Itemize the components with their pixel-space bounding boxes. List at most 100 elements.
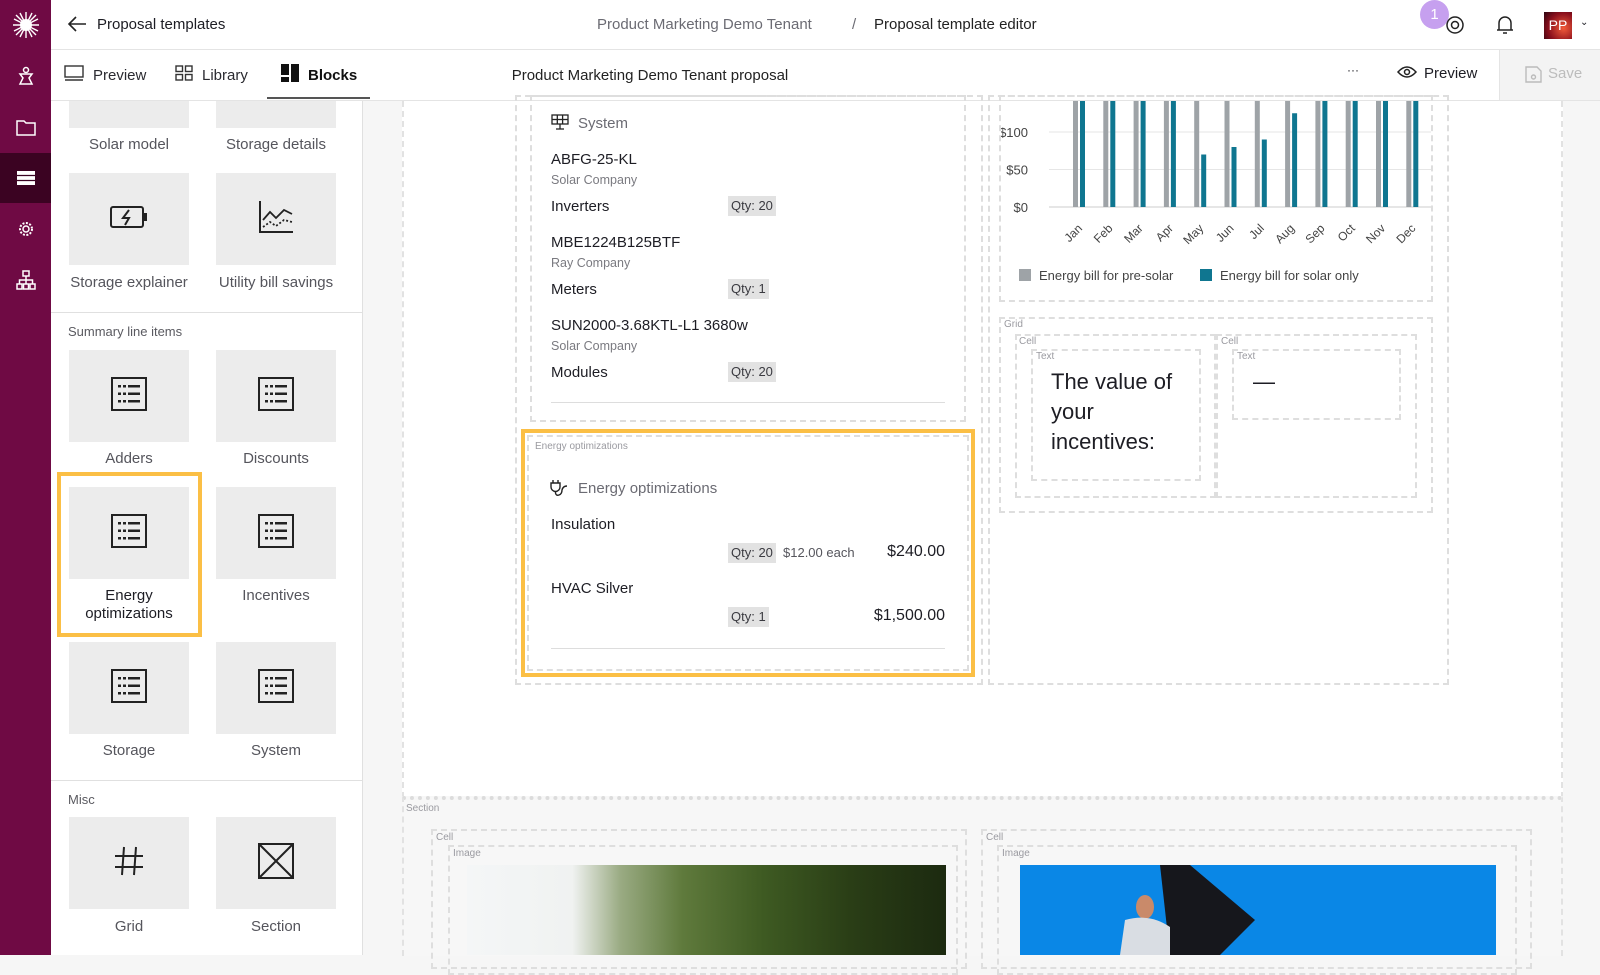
x-tick-label: Nov bbox=[1363, 221, 1388, 246]
system-block[interactable] bbox=[530, 95, 966, 422]
block-tile-energy-optimizations[interactable] bbox=[69, 487, 189, 579]
system-item-type: Modules bbox=[551, 364, 608, 381]
save-icon bbox=[1525, 66, 1542, 88]
battery-icon bbox=[110, 204, 148, 235]
breadcrumb-separator: / bbox=[852, 16, 857, 33]
solar-installer-image bbox=[1020, 865, 1496, 955]
bar-pre-solar-sep bbox=[1315, 101, 1321, 207]
block-tile-utility-bill-savings[interactable] bbox=[216, 173, 336, 265]
block-tile-storage[interactable] bbox=[69, 642, 189, 734]
qty-badge: Qty: 1 bbox=[728, 279, 769, 299]
bar-solar-only-may bbox=[1201, 154, 1207, 207]
image-label: Image bbox=[453, 848, 481, 859]
x-tick-label: Jan bbox=[1062, 221, 1086, 245]
y-tick-label: $100 bbox=[1001, 125, 1028, 140]
bar-pre-solar-jul bbox=[1254, 101, 1260, 207]
divider bbox=[551, 402, 945, 403]
line-item-name: Insulation bbox=[551, 516, 616, 533]
system-item-company: Solar Company bbox=[551, 339, 638, 353]
support-icon[interactable] bbox=[1445, 15, 1465, 40]
block-tile-incentives[interactable] bbox=[216, 487, 336, 579]
grid-cell[interactable] bbox=[1015, 334, 1216, 498]
tab-preview[interactable]: Preview bbox=[64, 50, 146, 100]
bar-solar-only-dec bbox=[1413, 101, 1419, 207]
energy-block-frame bbox=[527, 435, 969, 671]
bar-solar-only-oct bbox=[1352, 101, 1358, 207]
bar-solar-only-jun bbox=[1231, 147, 1237, 207]
block-tile-solar-model[interactable] bbox=[69, 101, 189, 128]
text-block[interactable] bbox=[1031, 349, 1201, 481]
incentives-value: — bbox=[1253, 369, 1275, 394]
energy-block-title: Energy optimizations bbox=[578, 480, 718, 497]
line-item-total: $1,500.00 bbox=[873, 607, 945, 624]
grid-label: Grid bbox=[1004, 319, 1023, 330]
x-tick-label: Sep bbox=[1303, 221, 1328, 246]
list-icon bbox=[258, 376, 294, 416]
cell-label: Cell bbox=[1221, 336, 1239, 347]
legend-label: Energy bill for solar only bbox=[1220, 268, 1359, 283]
monitor-icon bbox=[64, 65, 84, 85]
section-title-summary: Summary line items bbox=[68, 324, 183, 339]
tile-label: System bbox=[250, 742, 301, 759]
block-tile-system[interactable] bbox=[216, 642, 336, 734]
x-tick-label: Feb bbox=[1091, 221, 1116, 246]
block-tile-storage-explainer[interactable] bbox=[69, 173, 189, 265]
chevron-down-icon[interactable]: ⌄ bbox=[1580, 17, 1589, 28]
bar-pre-solar-may bbox=[1194, 101, 1200, 207]
org-chart-icon[interactable] bbox=[0, 255, 51, 305]
bar-pre-solar-jun bbox=[1224, 101, 1230, 207]
text-block[interactable] bbox=[1232, 349, 1401, 420]
back-arrow-icon[interactable] bbox=[67, 14, 87, 39]
block-tile-storage-details[interactable] bbox=[216, 101, 336, 128]
list-icon bbox=[111, 668, 147, 708]
block-tile-section[interactable] bbox=[216, 817, 336, 909]
tile-label: Utility bill savings bbox=[218, 274, 334, 291]
grid-cell[interactable] bbox=[1216, 334, 1417, 498]
block-tile-grid[interactable] bbox=[69, 817, 189, 909]
person-icon[interactable] bbox=[0, 51, 51, 101]
system-item-model: ABFG-25-KL bbox=[551, 151, 637, 168]
breadcrumb-tenant[interactable]: Product Marketing Demo Tenant bbox=[597, 16, 812, 33]
x-tick-label: Apr bbox=[1153, 221, 1176, 244]
bar-pre-solar-jan bbox=[1073, 101, 1078, 207]
folder-icon[interactable] bbox=[0, 102, 51, 152]
system-item-type: Inverters bbox=[551, 198, 610, 215]
x-tick-label: May bbox=[1180, 221, 1206, 247]
tile-label: Solar model bbox=[88, 136, 170, 153]
line-item-name: HVAC Silver bbox=[551, 580, 634, 597]
image-label: Image bbox=[1002, 848, 1030, 859]
chart-block[interactable] bbox=[999, 95, 1433, 302]
grid-block[interactable] bbox=[999, 317, 1433, 513]
tab-library[interactable]: Library bbox=[175, 50, 248, 100]
incentives-text: The value of your incentives: bbox=[1051, 369, 1173, 454]
x-tick-label: Oct bbox=[1335, 221, 1359, 245]
bar-solar-only-jan bbox=[1080, 101, 1085, 207]
section-title-misc: Misc bbox=[68, 792, 95, 807]
legend-swatch bbox=[1019, 269, 1031, 281]
logo[interactable] bbox=[0, 0, 51, 50]
save-label: Save bbox=[1548, 65, 1583, 82]
tab-label: Blocks bbox=[308, 66, 358, 84]
system-item-company: Ray Company bbox=[551, 256, 631, 270]
save-button[interactable]: Save bbox=[1499, 50, 1600, 100]
qty-badge: Qty: 20 bbox=[728, 543, 776, 563]
tab-blocks[interactable]: Blocks bbox=[281, 50, 357, 100]
more-options-button[interactable]: ··· bbox=[1347, 63, 1359, 77]
tab-label: Preview bbox=[93, 66, 147, 84]
legend-swatch bbox=[1200, 269, 1212, 281]
bell-icon[interactable] bbox=[1496, 14, 1514, 41]
avatar[interactable]: PP bbox=[1544, 12, 1572, 39]
active-tab-indicator bbox=[267, 97, 370, 99]
chart-line-icon bbox=[258, 200, 294, 239]
energy-optimizations-block[interactable] bbox=[521, 429, 975, 677]
unit-price: $12.00 each bbox=[783, 545, 855, 560]
bar-pre-solar-oct bbox=[1345, 101, 1351, 207]
list-icon[interactable] bbox=[0, 153, 51, 203]
eye-icon bbox=[1396, 65, 1418, 84]
list-icon bbox=[258, 513, 294, 553]
gear-icon[interactable] bbox=[0, 204, 51, 254]
back-link[interactable]: Proposal templates bbox=[97, 16, 226, 33]
block-tile-adders[interactable] bbox=[69, 350, 189, 442]
block-tile-discounts[interactable] bbox=[216, 350, 336, 442]
preview-button[interactable]: Preview bbox=[1424, 65, 1478, 82]
